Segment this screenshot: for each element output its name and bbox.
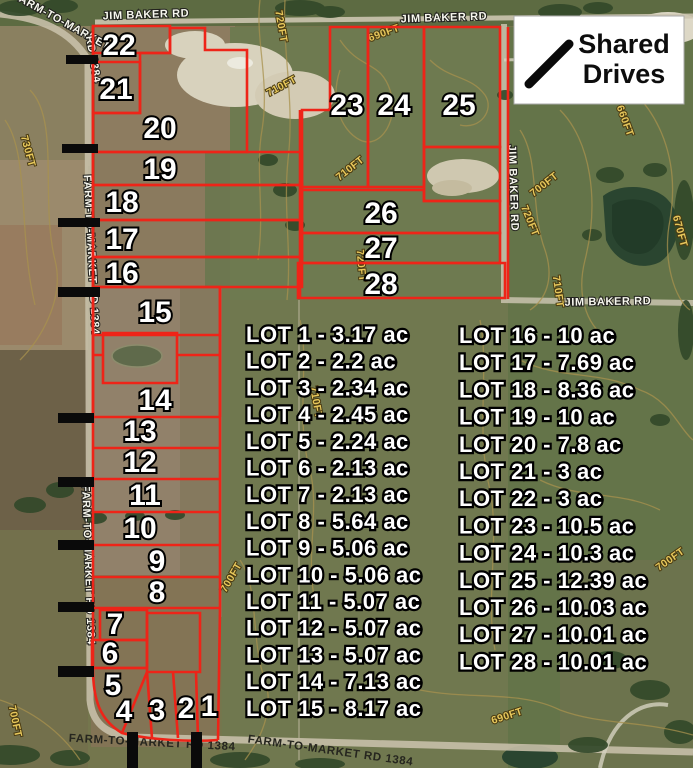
shared-drive-mark: [58, 540, 94, 550]
road-label: JIM BAKER RD: [400, 10, 487, 25]
lot-number-14: 14: [138, 384, 172, 417]
lot-1-4-dividers: [120, 671, 200, 740]
lot-number-9: 9: [149, 545, 166, 578]
lot-list-item: LOT 24 - 10.3 ac: [459, 541, 635, 566]
lot-list-item: LOT 22 - 3 ac: [459, 486, 602, 511]
lot-number-20: 20: [143, 112, 176, 145]
lot-number-25: 25: [442, 89, 475, 122]
center-parcel-boundary: [145, 611, 202, 674]
lot-list-item: LOT 26 - 10.03 ac: [459, 595, 647, 620]
lot-number-10: 10: [123, 512, 156, 545]
legend-box: [513, 15, 685, 105]
lot-list-item: LOT 5 - 2.24 ac: [246, 429, 409, 454]
lot-28-boundary: [296, 261, 507, 300]
lot-number-22: 22: [102, 29, 135, 62]
lot-list-item: LOT 18 - 8.36 ac: [459, 377, 635, 402]
lot-list-item: LOT 12 - 5.07 ac: [246, 616, 422, 641]
lot-list-item: LOT 14 - 7.13 ac: [246, 669, 422, 694]
lot-list-item: LOT 21 - 3 ac: [459, 459, 602, 484]
shared-drive-mark: [58, 477, 94, 487]
lot-number-3: 3: [149, 694, 166, 727]
lot-number-15: 15: [138, 296, 171, 329]
lot-number-18: 18: [105, 186, 138, 219]
lot-list-item: LOT 9 - 5.06 ac: [246, 536, 409, 561]
lot-number-27: 27: [364, 232, 397, 265]
contour-elevation-label: 720FT: [354, 249, 369, 282]
road-label: JIM BAKER RD: [565, 295, 652, 309]
shared-drive-mark: [62, 144, 98, 153]
lot-list-item: LOT 11 - 5.07 ac: [246, 589, 420, 614]
lot-number-12: 12: [123, 446, 156, 479]
lot-number-7: 7: [107, 608, 124, 641]
lot-list-item: LOT 3 - 2.34 ac: [246, 375, 409, 400]
lot-list-item: LOT 13 - 5.07 ac: [246, 642, 422, 667]
shared-drive-mark: [66, 55, 98, 64]
shared-drive-mark: [58, 666, 94, 677]
lot-number-17: 17: [105, 223, 138, 256]
legend: Shared Drives: [513, 15, 685, 105]
lot-number-19: 19: [143, 153, 176, 186]
lot-number-16: 16: [105, 257, 138, 290]
lot-list-item: LOT 23 - 10.5 ac: [459, 513, 635, 538]
lot-number-2: 2: [178, 692, 195, 725]
lot-list-item: LOT 17 - 7.69 ac: [459, 350, 635, 375]
lot-list-item: LOT 6 - 2.13 ac: [246, 456, 409, 481]
lot-list-item: LOT 27 - 10.01 ac: [459, 622, 647, 647]
lot-number-8: 8: [149, 576, 166, 609]
lot-number-23: 23: [330, 89, 363, 122]
lot-number-1: 1: [201, 690, 218, 723]
shared-drive-mark: [191, 732, 202, 768]
shared-drive-icon: [524, 39, 574, 89]
lot-number-6: 6: [102, 637, 119, 670]
lot-list-item: LOT 20 - 7.8 ac: [459, 432, 622, 457]
lot-strip-dividers: [93, 446, 220, 610]
lot-list-item: LOT 16 - 10 ac: [459, 323, 615, 348]
legend-label-line2: Drives: [583, 59, 666, 89]
lot-number-26: 26: [364, 197, 397, 230]
lot-number-21: 21: [99, 73, 132, 106]
lot-number-5: 5: [105, 669, 122, 702]
lot-list-item: LOT 19 - 10 ac: [459, 405, 615, 430]
contour-elevation-label: 710FT: [550, 275, 566, 309]
lot-number-13: 13: [123, 415, 156, 448]
shared-drive-mark: [58, 218, 100, 227]
lot-list-item: LOT 10 - 5.06 ac: [246, 562, 422, 587]
shared-drive-mark: [127, 732, 138, 768]
lot-list-item: LOT 28 - 10.01 ac: [459, 649, 647, 674]
lot-boundaries: [90, 24, 510, 743]
lot-number-4: 4: [116, 695, 133, 728]
lot-list-item: LOT 25 - 12.39 ac: [459, 568, 647, 593]
lot-list-item: LOT 1 - 3.17 ac: [246, 322, 409, 347]
pond-parcel-boundary: [93, 331, 220, 385]
shared-drive-mark: [58, 287, 100, 297]
lot-list-item: LOT 15 - 8.17 ac: [246, 696, 422, 721]
road-label: JIM BAKER RD: [102, 7, 189, 22]
shared-drive-marks: [58, 55, 202, 768]
lot-list-item: LOT 4 - 2.45 ac: [246, 402, 409, 427]
lot-list-item: LOT 2 - 2.2 ac: [246, 349, 396, 374]
lot-number-28: 28: [364, 268, 397, 301]
lot-list-item: LOT 7 - 2.13 ac: [246, 482, 409, 507]
lot-list-item: LOT 8 - 5.64 ac: [246, 509, 409, 534]
legend-label-line1: Shared: [578, 29, 670, 59]
lot-number-11: 11: [129, 479, 161, 512]
shared-drive-mark: [58, 602, 94, 612]
lot-number-24: 24: [377, 89, 411, 122]
shared-drive-mark: [58, 413, 94, 423]
east-column-boundary: [216, 287, 222, 741]
